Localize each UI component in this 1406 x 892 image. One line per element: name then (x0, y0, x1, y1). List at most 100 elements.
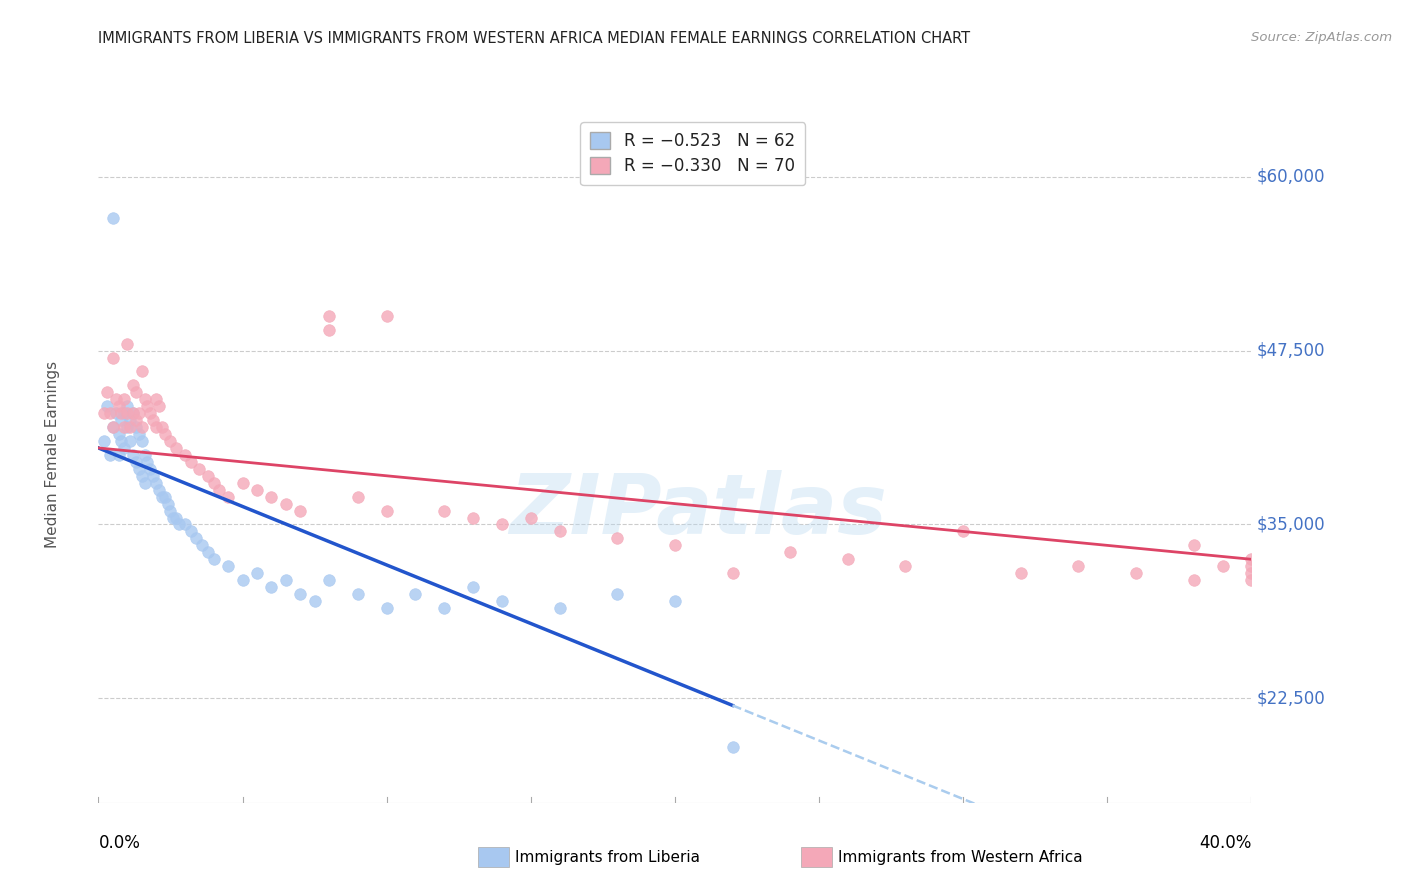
Point (120, 420, 142, 434)
Point (375, 503, 398, 517)
Point (117, 336, 138, 351)
Point (128, 406, 150, 420)
Point (110, 434, 132, 448)
Point (491, 594, 513, 608)
Point (167, 517, 190, 532)
Point (101, 351, 124, 365)
Point (461, 510, 484, 524)
Point (120, 413, 142, 427)
Point (165, 441, 187, 455)
Point (202, 552, 225, 566)
Point (93, 406, 115, 420)
Point (122, 406, 145, 420)
Point (122, 448, 145, 462)
Text: Median Female Earnings: Median Female Earnings (45, 361, 60, 549)
Point (174, 448, 197, 462)
Text: Immigrants from Liberia: Immigrants from Liberia (515, 850, 700, 864)
Point (131, 420, 153, 434)
Point (112, 406, 135, 420)
Text: 0.0%: 0.0% (98, 834, 141, 852)
Point (128, 427, 150, 442)
Point (260, 580, 283, 594)
Point (153, 427, 176, 442)
Point (96, 385, 118, 400)
Point (231, 475, 254, 490)
Point (346, 587, 368, 601)
Point (101, 420, 124, 434)
Point (117, 406, 138, 420)
Text: Source: ZipAtlas.com: Source: ZipAtlas.com (1251, 31, 1392, 45)
Legend: R = −0.523   N = 62, R = −0.330   N = 70: R = −0.523 N = 62, R = −0.330 N = 70 (581, 122, 804, 186)
Text: Immigrants from Western Africa: Immigrants from Western Africa (838, 850, 1083, 864)
Point (186, 532, 208, 546)
Point (188, 462, 211, 476)
Point (274, 573, 297, 587)
Point (174, 517, 197, 532)
Point (120, 434, 142, 448)
Point (606, 587, 628, 601)
Text: $60,000: $60,000 (1257, 168, 1326, 186)
Point (231, 573, 254, 587)
Point (96, 399, 118, 413)
Point (346, 490, 368, 504)
Point (1240, 566, 1263, 581)
Text: $22,500: $22,500 (1257, 690, 1326, 707)
Point (180, 524, 202, 539)
Point (779, 545, 801, 559)
Point (217, 559, 239, 574)
Point (112, 441, 135, 455)
Point (150, 490, 173, 504)
Point (134, 392, 156, 407)
Point (101, 420, 124, 434)
Point (134, 448, 156, 462)
Point (122, 406, 145, 420)
Point (318, 323, 340, 337)
Point (1240, 552, 1263, 566)
Point (148, 483, 170, 497)
Point (664, 594, 686, 608)
Point (191, 538, 214, 552)
Point (131, 364, 153, 378)
Text: 40.0%: 40.0% (1199, 834, 1251, 852)
Point (139, 462, 162, 476)
Point (246, 566, 269, 581)
Point (318, 309, 340, 323)
Point (159, 434, 181, 448)
Point (117, 399, 138, 413)
Point (142, 468, 165, 483)
Point (148, 399, 170, 413)
Point (606, 532, 628, 546)
Point (101, 211, 124, 226)
Text: ZIPatlas: ZIPatlas (509, 470, 887, 551)
Point (112, 392, 135, 407)
Point (208, 483, 231, 497)
Point (107, 399, 129, 413)
Point (139, 406, 162, 420)
Point (162, 510, 184, 524)
Point (104, 392, 127, 407)
Point (290, 503, 312, 517)
Point (125, 455, 148, 469)
Point (721, 566, 744, 581)
Point (1182, 538, 1205, 552)
Point (122, 378, 145, 392)
Point (131, 434, 153, 448)
Point (461, 580, 484, 594)
Point (136, 399, 159, 413)
Point (433, 601, 456, 615)
Point (145, 475, 167, 490)
Point (110, 406, 132, 420)
Point (274, 497, 297, 511)
Point (1125, 566, 1147, 581)
Point (153, 490, 176, 504)
Point (107, 427, 129, 442)
Point (1067, 559, 1090, 574)
Point (1212, 559, 1234, 574)
Point (1240, 573, 1263, 587)
Point (107, 448, 129, 462)
Point (304, 594, 326, 608)
Point (1010, 566, 1032, 581)
Point (142, 413, 165, 427)
Point (125, 413, 148, 427)
Point (197, 545, 219, 559)
